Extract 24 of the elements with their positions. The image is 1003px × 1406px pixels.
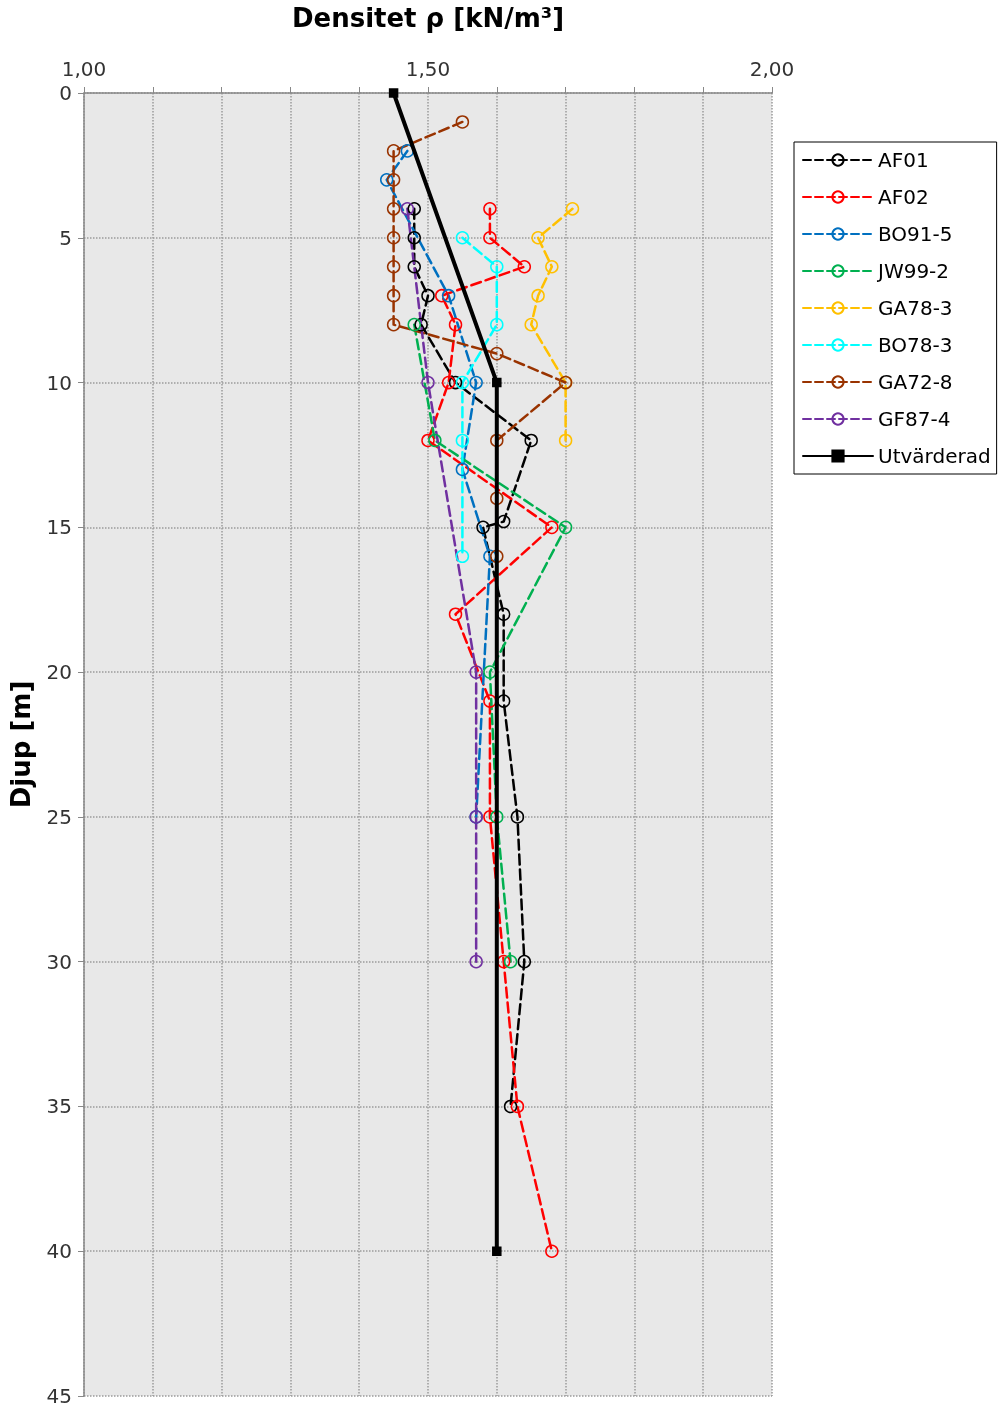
legend-label: BO91-5: [878, 222, 953, 246]
y-tick-label: 45: [46, 1384, 72, 1406]
x-tick-label: 2,00: [749, 57, 795, 81]
y-tick-label: 10: [46, 370, 72, 395]
y-tick-label: 25: [46, 804, 72, 829]
y-tick-label: 35: [46, 1094, 72, 1119]
legend-label: GA78-3: [878, 296, 953, 320]
legend-label: JW99-2: [876, 259, 950, 283]
y-tick-label: 20: [46, 660, 72, 685]
y-tick-label: 0: [59, 81, 72, 105]
y-tick-label: 40: [46, 1239, 72, 1264]
y-axis-title: Djup [m]: [6, 680, 36, 809]
y-tick-label: 15: [46, 515, 72, 540]
legend-label: GF87-4: [878, 407, 951, 431]
y-tick-label: 30: [46, 949, 72, 974]
x-tick-label: 1,50: [405, 57, 451, 81]
legend-label: AF02: [878, 185, 929, 209]
x-axis-title: Densitet ρ [kN/m³]: [291, 3, 565, 33]
x-tick-label: 1,00: [61, 57, 107, 81]
legend-label: AF01: [878, 148, 929, 172]
y-tick-label: 5: [59, 225, 72, 250]
legend-label: BO78-3: [878, 333, 953, 357]
legend-label: GA72-8: [878, 370, 953, 394]
legend-label: Utvärderad: [878, 444, 991, 468]
